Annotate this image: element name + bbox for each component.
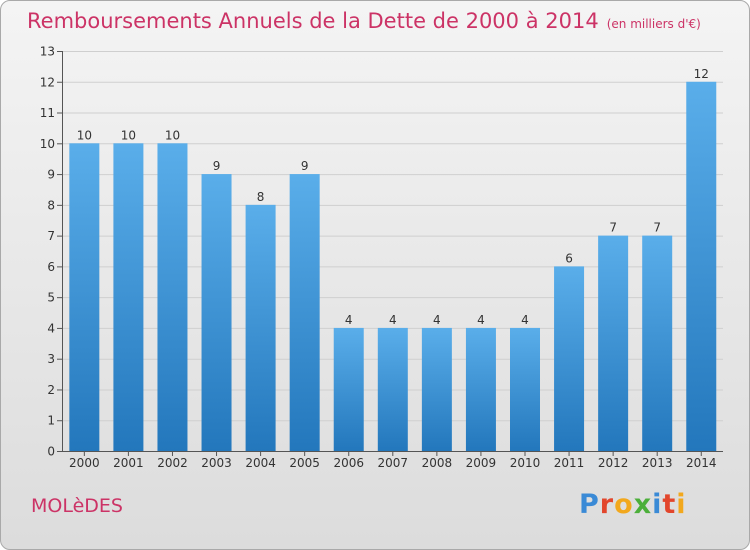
x-tick-label: 2010: [510, 456, 541, 470]
data-label: 6: [565, 251, 573, 265]
data-label: 7: [653, 221, 661, 235]
logo-letter: o: [614, 489, 634, 520]
bar: [201, 174, 232, 452]
logo-letter: t: [662, 489, 677, 520]
data-label: 10: [77, 128, 92, 142]
y-tick-label: 11: [40, 106, 55, 120]
data-label: 12: [694, 67, 709, 81]
bar: [642, 235, 673, 451]
y-tick-label: 13: [40, 45, 55, 59]
y-tick-label: 5: [47, 291, 55, 305]
logo-letter: i: [676, 489, 687, 520]
x-tick-label: 2005: [289, 456, 320, 470]
axes: [57, 51, 723, 456]
bar: [686, 81, 717, 452]
x-tick-label: 2011: [554, 456, 585, 470]
bars: [69, 81, 717, 452]
y-tick-label: 2: [47, 383, 55, 397]
logo-letter: P: [579, 489, 600, 520]
x-tick-label: 2014: [686, 456, 717, 470]
data-label: 10: [165, 128, 180, 142]
y-tick-label: 3: [47, 352, 55, 366]
data-label: 9: [213, 159, 221, 173]
logo-letter: r: [599, 489, 615, 520]
x-tick-label: 2008: [422, 456, 453, 470]
data-label: 4: [521, 313, 529, 327]
x-tick-label: 2001: [113, 456, 144, 470]
bar: [245, 204, 276, 451]
x-tick-label: 2003: [201, 456, 232, 470]
x-tick-label: 2009: [466, 456, 497, 470]
bar: [465, 327, 496, 451]
y-tick-label: 12: [40, 75, 55, 89]
data-label: 7: [609, 221, 617, 235]
bar: [113, 143, 144, 452]
y-tick-label: 9: [47, 168, 55, 182]
commune-name: MOLèDES: [31, 495, 123, 517]
proxiti-logo: Proxiti: [579, 489, 687, 520]
data-label: 4: [477, 313, 485, 327]
y-tick-label: 6: [47, 260, 55, 274]
bar: [333, 327, 364, 451]
x-tick-label: 2012: [598, 456, 629, 470]
y-tick-label: 0: [47, 445, 55, 459]
bar: [157, 143, 188, 452]
bar: [377, 327, 408, 451]
data-label: 4: [389, 313, 397, 327]
data-label: 10: [121, 128, 136, 142]
x-tick-label: 2000: [69, 456, 100, 470]
x-tick-label: 2007: [378, 456, 409, 470]
bar: [510, 327, 540, 451]
bar: [69, 143, 100, 452]
y-tick-label: 10: [40, 137, 55, 151]
bar: [421, 327, 452, 451]
bar: [598, 235, 629, 451]
bar: [554, 266, 585, 451]
x-tick-label: 2002: [157, 456, 188, 470]
bar: [289, 174, 320, 452]
x-tick-labels: 2000 2001 2002 2003 2004 2005 2006 2007 2008 2009…: [69, 456, 716, 470]
y-tick-label: 4: [47, 321, 55, 335]
logo-letter: x: [633, 489, 653, 520]
data-labels: 10 10 10 9 8 9 4 4 4 4 4 6 7 7 12: [77, 67, 709, 327]
chart-title-main: Remboursements Annuels de la Dette de 20…: [27, 9, 599, 33]
data-label: 4: [345, 313, 353, 327]
y-tick-label: 1: [47, 414, 55, 428]
x-tick-label: 2013: [642, 456, 673, 470]
y-tick-label: 8: [47, 198, 55, 212]
data-label: 8: [257, 190, 265, 204]
chart-title: Remboursements Annuels de la Dette de 20…: [27, 9, 701, 33]
data-label: 4: [433, 313, 441, 327]
y-tick-label: 7: [47, 229, 55, 243]
data-label: 9: [301, 159, 309, 173]
logo-letter: i: [652, 489, 663, 520]
x-tick-label: 2006: [333, 456, 364, 470]
chart-subtitle: (en milliers d'€): [606, 17, 701, 31]
x-tick-label: 2004: [245, 456, 276, 470]
